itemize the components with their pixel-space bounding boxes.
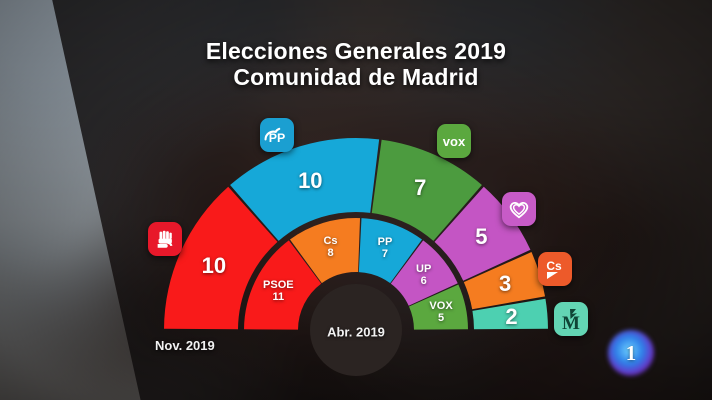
mas-madrid-logo-icon: M bbox=[554, 302, 588, 336]
cs-flag-glyph: Cs bbox=[546, 259, 562, 279]
unidas-podemos-logo-icon bbox=[502, 192, 536, 226]
chart-segment bbox=[409, 284, 468, 330]
chart-segment bbox=[358, 218, 423, 284]
pp-logo-icon: PP bbox=[260, 118, 294, 152]
chart-segment bbox=[472, 298, 548, 330]
chart-hub bbox=[310, 284, 402, 376]
ciudadanos-logo-icon: Cs bbox=[538, 252, 572, 286]
vox-logo-label: vox bbox=[442, 133, 466, 149]
chart-segment bbox=[244, 240, 322, 330]
chart-segment bbox=[390, 240, 458, 306]
vox-logo-icon: vox bbox=[437, 124, 471, 158]
psoe-logo-icon bbox=[148, 222, 182, 256]
svg-text:PP: PP bbox=[269, 131, 285, 145]
tve1-number: 1 bbox=[625, 340, 637, 365]
chart-segment bbox=[289, 218, 361, 284]
chart-segment bbox=[371, 139, 482, 241]
pp-seagull-glyph: PP bbox=[264, 127, 285, 145]
mas-madrid-m-glyph: M bbox=[562, 309, 580, 331]
chart-segment bbox=[463, 252, 546, 310]
inner-ring-date-label: Abr. 2019 bbox=[327, 324, 385, 340]
page-title: Elecciones Generales 2019 Comunidad de M… bbox=[205, 38, 507, 90]
tve1-channel-logo: 1 bbox=[608, 330, 654, 376]
psoe-fist-rose-glyph bbox=[157, 230, 173, 248]
chart-segment bbox=[230, 138, 380, 241]
outer-ring-date-label: Nov. 2019 bbox=[155, 338, 215, 353]
svg-text:M: M bbox=[562, 313, 580, 331]
chart-segment bbox=[434, 186, 531, 281]
chart-segment bbox=[164, 186, 278, 330]
svg-text:Cs: Cs bbox=[546, 259, 562, 273]
heart-icon bbox=[509, 201, 529, 219]
